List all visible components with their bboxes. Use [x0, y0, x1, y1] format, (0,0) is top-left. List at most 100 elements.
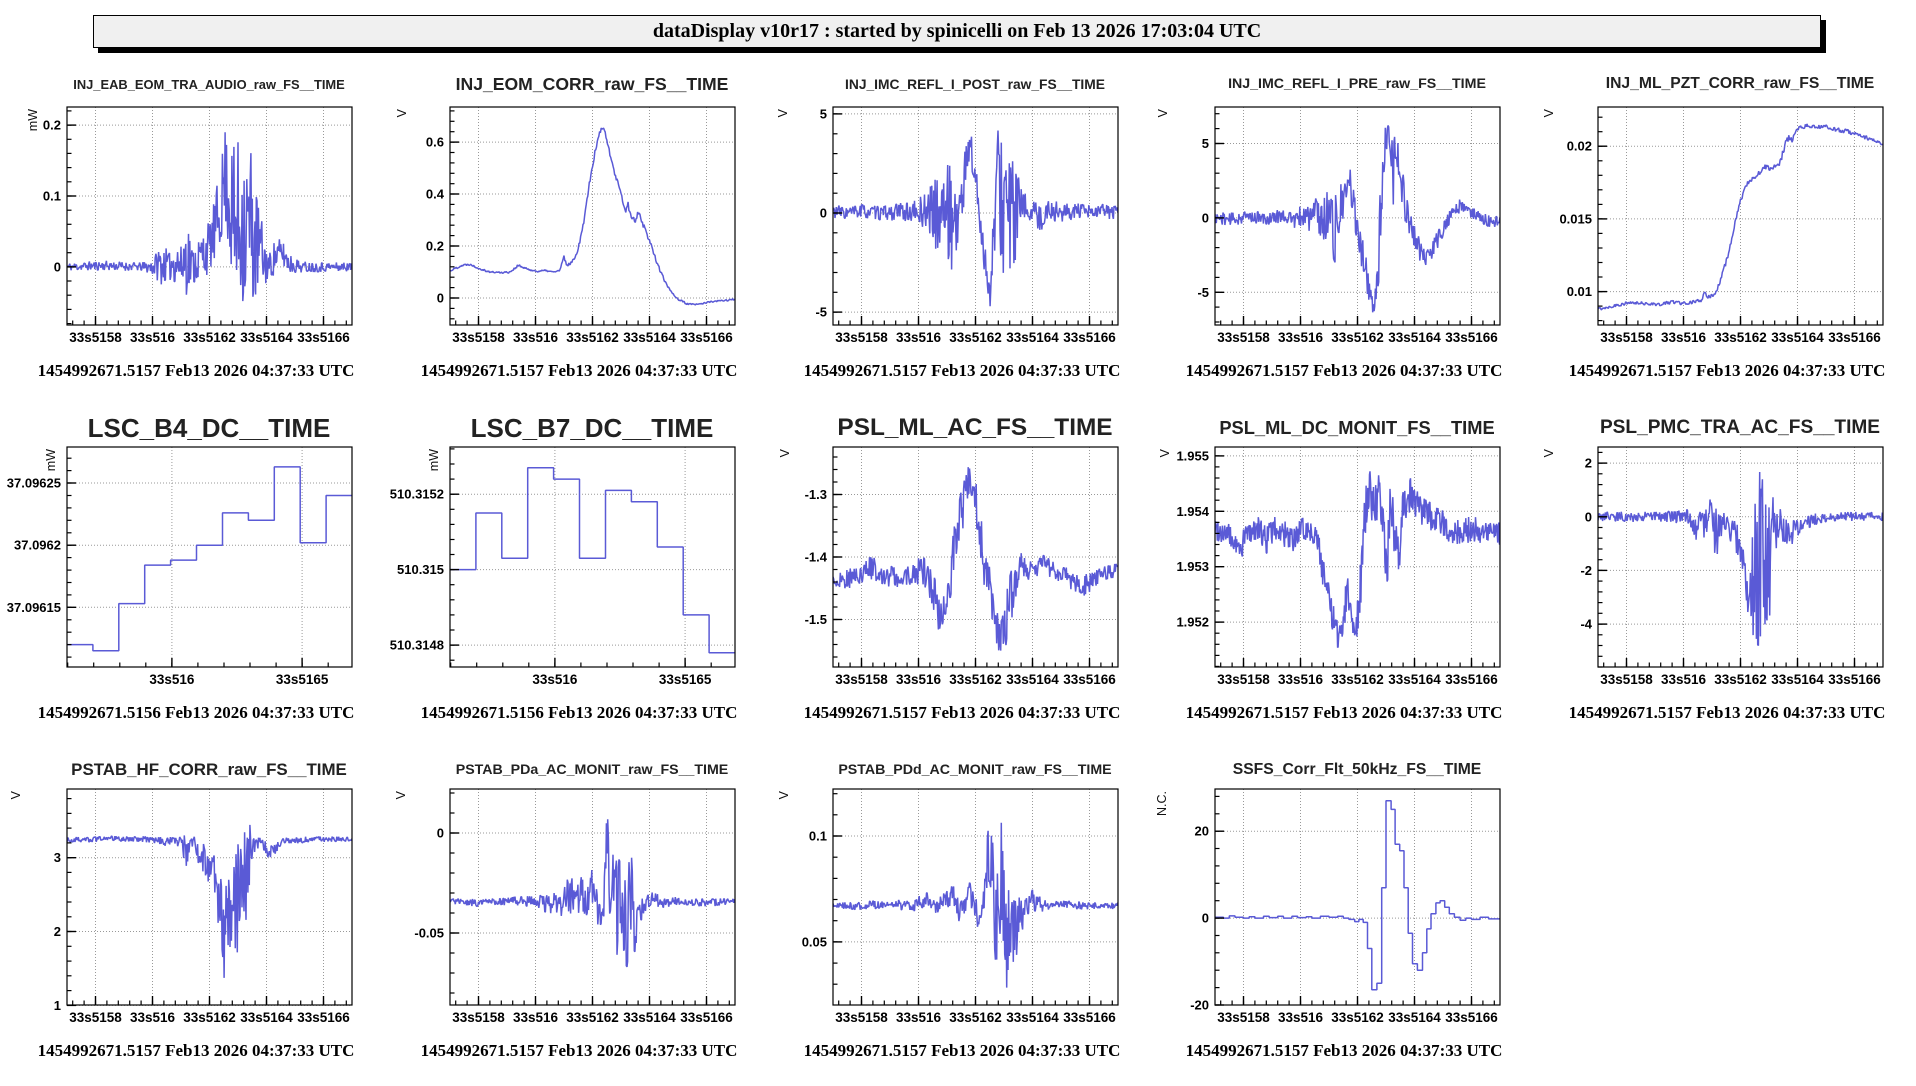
- plot-timestamp: 1454992671.5157 Feb13 2026 04:37:33 UTC: [803, 1041, 1121, 1060]
- x-tick-label: 33s5166: [297, 330, 350, 345]
- x-tick-label: 33s5166: [680, 330, 733, 345]
- plot-title: PSTAB_HF_CORR_raw_FS__TIME: [71, 760, 347, 779]
- x-tick-label: 33s516: [513, 1010, 559, 1025]
- x-tick-label: 33s5166: [297, 1010, 350, 1025]
- x-tick-label: 33s5162: [949, 1010, 1002, 1025]
- y-tick-label: -1.4: [805, 550, 828, 565]
- y-tick-label: 510.3148: [390, 638, 444, 653]
- y-tick-label: 0.015: [1559, 211, 1592, 226]
- x-tick-label: 33s5166: [1063, 1010, 1116, 1025]
- y-tick-label: 5: [1202, 136, 1209, 151]
- plot-timestamp: 1454992671.5157 Feb13 2026 04:37:33 UTC: [1185, 1041, 1503, 1060]
- y-tick-label: 0: [1585, 509, 1592, 524]
- y-tick-label: 0.01: [1567, 284, 1592, 299]
- y-tick-label: 2: [1585, 456, 1592, 471]
- plot-timestamp: 1454992671.5157 Feb13 2026 04:37:33 UTC: [1568, 361, 1886, 380]
- y-tick-label: 510.315: [397, 562, 444, 577]
- plot-timestamp: 1454992671.5156 Feb13 2026 04:37:33 UTC: [420, 703, 738, 722]
- plot-canvas: -4 -2 0 2 33s5158 33s516 33s5162 33s5164 33s5166…: [1542, 446, 1884, 687]
- plot-title: SSFS_Corr_Flt_50kHz_FS__TIME: [1232, 761, 1482, 778]
- plot-cell-pstab-hf-corr-raw-fs-time[interactable]: PSTAB_HF_CORR_raw_FS__TIME 1 2 3 33s5158 33s5…: [7, 752, 385, 1081]
- x-tick-label: 33s516: [130, 1010, 176, 1025]
- x-tick-label: 33s5165: [276, 672, 329, 687]
- x-tick-label: 33s5158: [835, 330, 888, 345]
- plot-cell-lsc-b4-dc-time[interactable]: LSC_B4_DC__TIME 37.09615 37.0962 37.09625 33…: [7, 410, 385, 752]
- y-tick-label: 0.6: [426, 135, 444, 150]
- y-tick-label: 0.2: [43, 118, 61, 133]
- x-tick-label: 33s5158: [452, 330, 505, 345]
- plot-cell-inj-imc-refl-i-post-raw-fs-time[interactable]: INJ_IMC_REFL_I_POST_raw_FS__TIME -5 0 5 33s5…: [773, 66, 1151, 410]
- x-tick-label: 33s5164: [1771, 672, 1824, 687]
- x-tick-label: 33s5162: [949, 672, 1002, 687]
- plot-cell-pstab-pda-ac-monit-raw-fs-time[interactable]: PSTAB_PDa_AC_MONIT_raw_FS__TIME -0.05 0 33s…: [390, 752, 768, 1081]
- plot-canvas: -5 0 5 33s5158 33s516 33s5162 33s5164 33s5166 V: [1156, 106, 1501, 345]
- x-tick-label: 33s5166: [680, 1010, 733, 1025]
- y-axis-unit: V: [776, 108, 790, 117]
- plot-canvas: -1.5 -1.4 -1.3 33s5158 33s516 33s5162 33s5164 3…: [778, 446, 1119, 687]
- x-tick-label: 33s5158: [835, 1010, 888, 1025]
- y-axis-unit: V: [1158, 448, 1172, 457]
- plot-timestamp: 1454992671.5156 Feb13 2026 04:37:33 UTC: [37, 703, 355, 722]
- x-tick-label: 33s516: [1661, 330, 1707, 345]
- y-axis-unit: mW: [26, 109, 40, 131]
- y-tick-label: 0: [54, 259, 61, 274]
- y-tick-label: 1.955: [1176, 448, 1209, 463]
- y-tick-label: 0: [437, 291, 444, 306]
- plot-cell-inj-imc-refl-i-pre-raw-fs-time[interactable]: INJ_IMC_REFL_I_PRE_raw_FS__TIME -5 0 5 33s51…: [1155, 66, 1533, 410]
- plot-cell-lsc-b7-dc-time[interactable]: LSC_B7_DC__TIME 510.3148 510.315 510.3152 33…: [390, 410, 768, 752]
- y-tick-label: -4: [1580, 617, 1592, 632]
- plot-timestamp: 1454992671.5157 Feb13 2026 04:37:33 UTC: [420, 1041, 738, 1060]
- x-tick-label: 33s5164: [240, 1010, 293, 1025]
- x-tick-label: 33s5162: [1331, 330, 1384, 345]
- x-tick-label: 33s5166: [1445, 1010, 1498, 1025]
- y-tick-label: 0.05: [802, 934, 827, 949]
- plot-cell-ssfs-corr-flt-50khz-fs-time[interactable]: SSFS_Corr_Flt_50kHz_FS__TIME -20 0 20 33s515…: [1155, 752, 1533, 1081]
- x-tick-label: 33s5166: [1445, 330, 1498, 345]
- y-tick-label: 0: [1202, 911, 1209, 926]
- y-tick-label: 1.953: [1176, 559, 1209, 574]
- y-tick-label: 0: [820, 206, 827, 221]
- y-axis-unit: V: [1542, 108, 1556, 117]
- y-tick-label: 0.1: [809, 829, 827, 844]
- x-tick-label: 33s5158: [69, 1010, 122, 1025]
- plot-cell-inj-ml-pzt-corr-raw-fs-time[interactable]: INJ_ML_PZT_CORR_raw_FS__TIME 0.01 0.015 0.0…: [1538, 66, 1916, 410]
- plot-title: INJ_ML_PZT_CORR_raw_FS__TIME: [1605, 75, 1875, 92]
- y-tick-label: 37.09615: [7, 600, 61, 615]
- plot-title: INJ_IMC_REFL_I_POST_raw_FS__TIME: [845, 76, 1105, 92]
- y-tick-label: -1.3: [805, 487, 827, 502]
- x-tick-label: 33s516: [513, 330, 559, 345]
- plot-cell-psl-ml-ac-fs-time[interactable]: PSL_ML_AC_FS__TIME -1.5 -1.4 -1.3 33s5158 33s…: [773, 410, 1151, 752]
- y-axis-unit: N.C.: [1155, 791, 1169, 816]
- plot-cell-inj-eom-corr-raw-fs-time[interactable]: INJ_EOM_CORR_raw_FS__TIME 0 0.2 0.4 0.6 33s51…: [390, 66, 768, 410]
- x-tick-label: 33s5164: [1771, 330, 1824, 345]
- y-axis-unit: V: [395, 108, 409, 117]
- y-axis-unit: V: [777, 790, 791, 799]
- x-tick-label: 33s5164: [623, 330, 676, 345]
- plot-cell-inj-eab-eom-tra-audio-raw-fs-time[interactable]: INJ_EAB_EOM_TRA_AUDIO_raw_FS__TIME 0 0.1 0.…: [7, 66, 385, 410]
- x-tick-label: 33s516: [1278, 672, 1324, 687]
- x-tick-label: 33s5162: [1714, 672, 1767, 687]
- plot-cell-psl-pmc-tra-ac-fs-time[interactable]: PSL_PMC_TRA_AC_FS__TIME -4 -2 0 2 33s5158 33s5…: [1538, 410, 1916, 752]
- plot-canvas: -5 0 5 33s5158 33s516 33s5162 33s5164 33s5166 V: [776, 106, 1119, 345]
- plot-timestamp: 1454992671.5157 Feb13 2026 04:37:33 UTC: [37, 1041, 355, 1060]
- y-tick-label: -20: [1190, 998, 1209, 1013]
- x-tick-label: 33s5164: [1388, 330, 1441, 345]
- x-tick-label: 33s5164: [623, 1010, 676, 1025]
- x-tick-label: 33s5158: [1600, 672, 1653, 687]
- plot-cell-pstab-pdd-ac-monit-raw-fs-time[interactable]: PSTAB_PDd_AC_MONIT_raw_FS__TIME 0.05 0.1 33…: [773, 752, 1151, 1081]
- y-tick-label: -5: [815, 305, 827, 320]
- y-tick-label: 5: [820, 106, 827, 121]
- plot-cell-psl-ml-dc-monit-fs-time[interactable]: PSL_ML_DC_MONIT_FS__TIME 1.952 1.953 1.954 1…: [1155, 410, 1533, 752]
- x-tick-label: 33s516: [532, 672, 578, 687]
- y-axis-unit: V: [394, 790, 408, 799]
- title-banner: dataDisplay v10r17 : started by spinicel…: [93, 15, 1821, 48]
- y-tick-label: -0.05: [414, 926, 444, 941]
- plot-canvas: 0.01 0.015 0.02 33s5158 33s516 33s5162 33s5164…: [1542, 106, 1884, 345]
- x-tick-label: 33s5166: [1828, 330, 1881, 345]
- plot-timestamp: 1454992671.5157 Feb13 2026 04:37:33 UTC: [420, 361, 738, 380]
- plot-canvas: 37.09615 37.0962 37.09625 33s516 33s5165 mW: [7, 446, 353, 687]
- y-tick-label: 0.2: [426, 239, 444, 254]
- x-tick-label: 33s5162: [566, 1010, 619, 1025]
- x-tick-label: 33s516: [149, 672, 195, 687]
- y-axis-unit: mW: [44, 449, 58, 471]
